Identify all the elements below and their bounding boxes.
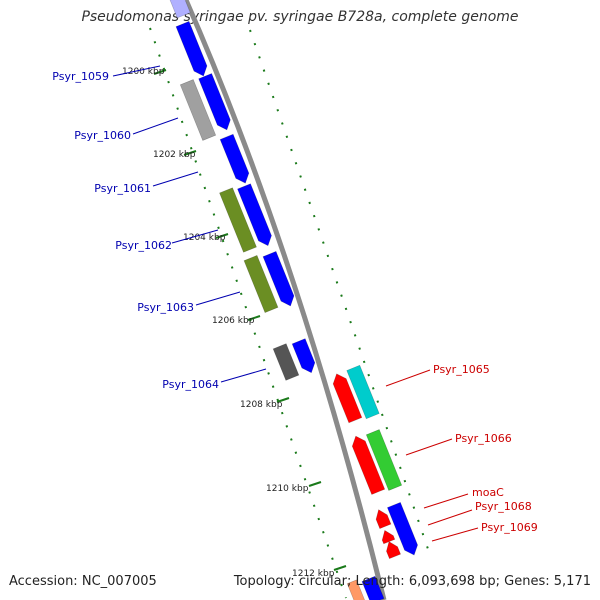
leader-line — [385, 369, 431, 387]
cds-psyr-1069 — [386, 541, 401, 560]
tick-label: 1202 kbp — [153, 150, 196, 160]
cds-psyr-1064-shape — [272, 343, 300, 381]
cds-psyr-1068 — [381, 529, 396, 545]
tick-label: 1204 kbp — [183, 233, 226, 243]
inner-tick-line — [149, 27, 347, 599]
major-tick — [308, 481, 322, 487]
cds-psyr-1066-b-shape — [365, 429, 403, 491]
tick-gridlines — [149, 27, 431, 599]
cds-psyr-1064 — [272, 343, 300, 381]
cds-psyr-1063-b — [262, 251, 295, 307]
genes-value: 5,171 — [553, 574, 591, 589]
cds-psyr-1065 — [332, 373, 363, 424]
leader-line — [152, 171, 199, 187]
cds-psyr-1062-b-shape — [237, 183, 272, 247]
cds-bottom-fragment — [361, 575, 385, 600]
genes-label: Genes: — [504, 574, 550, 589]
gene-label-psyr_1060: Psyr_1060 — [74, 129, 131, 142]
gene-label-psyr_1059: Psyr_1059 — [52, 70, 109, 83]
tick-label: 1206 kbp — [212, 316, 255, 326]
cds-psyr-1065-b-shape — [346, 364, 380, 420]
tick-label: 1208 kbp — [240, 400, 283, 410]
tick-label: 1210 kbp — [266, 484, 309, 494]
cds-psyr-1060-b-shape — [198, 73, 231, 131]
leader-line — [405, 438, 453, 456]
cds-moac-shape — [375, 509, 392, 529]
cds-psyr-1065-shape — [332, 373, 363, 424]
cds-psyr-1063-shape — [243, 255, 279, 313]
major-tick — [183, 150, 197, 156]
cds-moac — [375, 509, 392, 529]
cds-psyr-1061 — [219, 133, 250, 184]
cds-psyr-1063-b-shape — [262, 251, 295, 307]
topology-label: Topology: — [233, 574, 295, 589]
gene-labels: Psyr_1059 Psyr_1060 Psyr_1061 Psyr_1062 Psyr… — [52, 65, 538, 542]
cds-psyr-1066-shape — [351, 435, 386, 495]
cds-psyr-1061-shape — [219, 133, 250, 184]
cds-psyr-1069-b-shape — [387, 501, 418, 556]
cds-psyr-1069-shape — [386, 541, 401, 560]
leader-line — [220, 368, 267, 383]
major-tick — [247, 315, 261, 321]
cds-psyr-1060-b — [198, 73, 231, 131]
gene-label-psyr_1063: Psyr_1063 — [137, 301, 194, 314]
cds-top-fragment — [169, 0, 191, 19]
accession-value: NC_007005 — [81, 574, 157, 589]
accession-info: Accession: NC_007005 — [9, 574, 157, 589]
gene-label-psyr_1069: Psyr_1069 — [481, 521, 538, 534]
gene-label-psyr_1061: Psyr_1061 — [94, 182, 151, 195]
gene-label-psyr_1064: Psyr_1064 — [162, 378, 219, 391]
leader-line — [132, 117, 179, 135]
leader-line — [195, 291, 241, 306]
cds-top-fragment-shape — [169, 0, 191, 19]
gene-label-psyr_1066: Psyr_1066 — [455, 432, 512, 445]
accession-label: Accession: — [9, 574, 78, 589]
gene-label-psyr_1065: Psyr_1065 — [433, 363, 490, 376]
topology-value: circular; — [298, 574, 352, 589]
cds-psyr-1062-shape — [219, 187, 257, 253]
backbone-arc — [183, 0, 387, 600]
leader-line — [171, 229, 219, 244]
cds-psyr-1059 — [175, 21, 208, 77]
cds-psyr-1062 — [219, 187, 257, 253]
gene-label-psyr_1062: Psyr_1062 — [115, 239, 172, 252]
feature-track — [169, 0, 418, 600]
cds-psyr-1068-shape — [381, 529, 396, 545]
leader-line — [112, 65, 161, 77]
length-value: 6,093,698 bp; — [408, 574, 501, 589]
cds-psyr-1064-b-shape — [291, 338, 316, 374]
cds-psyr-1064-b — [291, 338, 316, 374]
cds-psyr-1069-b — [387, 501, 418, 556]
backbone — [183, 0, 387, 600]
cds-psyr-1063 — [243, 255, 279, 313]
cds-psyr-1066 — [351, 435, 386, 495]
cds-bottom-fragment-2-shape — [346, 579, 366, 600]
leader-line — [427, 509, 473, 526]
cds-bottom-fragment-shape — [361, 575, 385, 600]
major-tick — [333, 565, 347, 571]
tick-label: 1212 kbp — [292, 569, 335, 579]
cds-psyr-1066-b — [365, 429, 403, 491]
cds-psyr-1062-b — [237, 183, 272, 247]
major-tick — [215, 233, 229, 239]
cds-psyr-1060-shape — [179, 79, 217, 141]
cds-psyr-1060 — [179, 79, 217, 141]
tick-label: 1200 kbp — [122, 67, 165, 77]
major-tick — [153, 69, 167, 75]
cds-psyr-1065-b — [346, 364, 380, 420]
length-label: Length: — [355, 574, 405, 589]
cds-psyr-1059-shape — [175, 21, 208, 77]
outer-tick-line — [249, 29, 431, 556]
gene-label-psyr_1068: Psyr_1068 — [475, 500, 532, 513]
gene-label-moac: moaC — [472, 486, 504, 499]
major-tick — [276, 397, 290, 403]
genome-stats: Topology: circular; Length: 6,093,698 bp… — [234, 574, 591, 589]
leader-line — [431, 527, 479, 542]
cds-bottom-fragment-2 — [346, 579, 366, 600]
leader-line — [423, 493, 469, 509]
tick-labels: 1200 kbp 1202 kbp 1204 kbp 1206 kbp 1208 kbp… — [122, 67, 335, 579]
